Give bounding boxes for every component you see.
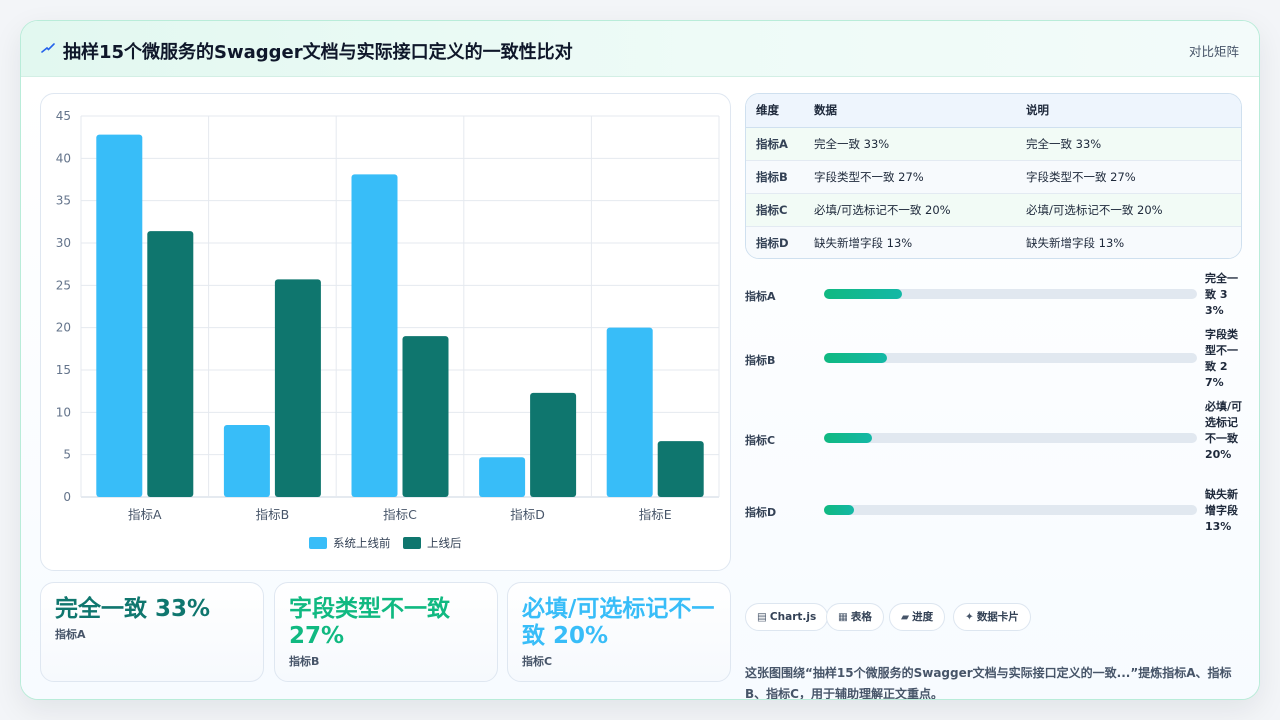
spark-icon xyxy=(41,43,55,53)
progress-label: 指标D xyxy=(745,506,777,519)
tag-label: 数据卡片 xyxy=(976,611,1019,623)
tag-label: 表格 xyxy=(850,611,872,623)
page-title: 抽样15个微服务的Swagger文档与实际接口定义的一致性比对 xyxy=(63,42,573,63)
tag-label: Chart.js xyxy=(769,611,817,623)
table-cell: 字段类型不一致 27% xyxy=(1026,160,1241,194)
tag-chip[interactable]: ▤ Chart.js xyxy=(745,603,829,631)
tag-chip[interactable]: ✦ 数据卡片 xyxy=(953,603,1031,631)
stat-value: 完全一致 33% xyxy=(55,596,211,622)
content-area: 0 5 10 15 20 25 30 35 40 45 指标A 指标B 指标C 指标D 指标E 系统上线前 上线… xyxy=(21,77,1259,700)
tag-label: 进度 xyxy=(912,611,934,623)
y-tick-label: 45 xyxy=(56,109,71,123)
bar-before-0[interactable] xyxy=(96,134,143,498)
table-header-row: 维度 数据 说明 xyxy=(746,94,1241,128)
bar-after-1[interactable] xyxy=(274,279,321,497)
stat-value: 必填/可选标记不一致 20% xyxy=(522,596,715,649)
progress-fill xyxy=(824,289,903,299)
table-cell: 指标C xyxy=(746,193,814,227)
x-tick-label: 指标D xyxy=(510,507,545,522)
bar-before-3[interactable] xyxy=(479,457,526,497)
comparison-table: 维度 数据 说明 指标A 完全一致 33% 完全一致 33% 指标B 字段类型不… xyxy=(746,94,1241,258)
y-tick-label: 25 xyxy=(56,278,71,292)
progress-track xyxy=(824,505,1197,515)
y-tick-label: 10 xyxy=(56,405,71,419)
y-tick-label: 30 xyxy=(56,236,71,250)
bar-chart-card: 0 5 10 15 20 25 30 35 40 45 指标A 指标B 指标C 指标D 指标E 系统上线前 上线… xyxy=(40,93,731,571)
comparison-table-card: 维度 数据 说明 指标A 完全一致 33% 完全一致 33% 指标B 字段类型不… xyxy=(745,93,1242,259)
stat-value: 字段类型不一致 27% xyxy=(289,596,450,649)
progress-label: 指标B xyxy=(745,354,776,367)
column-header-data: 数据 xyxy=(814,94,1026,128)
table-cell: 缺失新增字段 13% xyxy=(1026,226,1241,258)
table-cell: 完全一致 33% xyxy=(814,127,1026,161)
tag-icon: ▰ xyxy=(901,611,910,623)
main-frame: 抽样15个微服务的Swagger文档与实际接口定义的一致性比对 对比矩阵 0 5 1… xyxy=(20,20,1260,700)
bar-after-0[interactable] xyxy=(147,231,194,497)
table-row: 指标A 完全一致 33% 完全一致 33% xyxy=(746,127,1241,161)
progress-value: 缺失新增字段 13% xyxy=(1205,488,1238,533)
table-row: 指标B 字段类型不一致 27% 字段类型不一致 27% xyxy=(746,160,1241,194)
progress-value: 完全一致 33% xyxy=(1205,272,1238,317)
tag-chip[interactable]: ▰ 进度 xyxy=(889,603,946,631)
tag-icon: ▤ xyxy=(757,611,767,623)
table-row: 指标D 缺失新增字段 13% 缺失新增字段 13% xyxy=(746,226,1241,258)
stat-label: 指标A xyxy=(55,628,86,641)
legend-label: 上线后 xyxy=(427,536,462,550)
progress-track xyxy=(824,353,1197,363)
progress-fill xyxy=(824,353,888,363)
table-cell: 必填/可选标记不一致 20% xyxy=(1026,193,1241,227)
x-tick-label: 指标E xyxy=(639,507,672,522)
bar-chart: 0 5 10 15 20 25 30 35 40 45 指标A 指标B 指标C 指标D 指标E 系统上线前 上线… xyxy=(56,109,720,550)
column-header-note: 说明 xyxy=(1026,94,1241,128)
progress-value: 必填/可选标记不一致 20% xyxy=(1205,400,1243,461)
table-cell: 指标D xyxy=(746,226,814,258)
header: 抽样15个微服务的Swagger文档与实际接口定义的一致性比对 对比矩阵 xyxy=(21,21,1259,77)
y-tick-label: 0 xyxy=(63,490,71,504)
stat-card: 完全一致 33% 指标A xyxy=(40,582,264,682)
stat-card: 必填/可选标记不一致 20% 指标C xyxy=(507,582,731,682)
y-tick-label: 15 xyxy=(56,363,71,377)
progress-fill xyxy=(824,433,873,443)
bar-before-1[interactable] xyxy=(223,425,270,497)
progress-label: 指标C xyxy=(745,434,776,447)
tag-icon: ▦ xyxy=(838,611,848,623)
bar-before-4[interactable] xyxy=(606,327,653,497)
column-header-dimension: 维度 xyxy=(746,94,814,128)
y-tick-label: 20 xyxy=(56,321,71,335)
bar-before-2[interactable] xyxy=(351,174,398,498)
table-cell: 字段类型不一致 27% xyxy=(814,160,1026,194)
legend-swatch xyxy=(403,537,421,549)
y-tick-label: 40 xyxy=(56,151,71,165)
y-tick-label: 5 xyxy=(63,448,71,462)
table-cell: 完全一致 33% xyxy=(1026,127,1241,161)
table-cell: 指标A xyxy=(746,127,814,161)
progress-label: 指标A xyxy=(745,290,776,303)
progress-track xyxy=(824,433,1197,443)
x-tick-label: 指标C xyxy=(383,507,417,522)
y-tick-label: 35 xyxy=(56,194,71,208)
stat-label: 指标B xyxy=(289,655,320,668)
x-tick-label: 指标A xyxy=(128,507,162,522)
bar-after-2[interactable] xyxy=(402,336,449,497)
x-tick-label: 指标B xyxy=(256,507,290,522)
table-cell: 必填/可选标记不一致 20% xyxy=(814,193,1026,227)
tag-chip[interactable]: ▦ 表格 xyxy=(826,603,884,631)
tag-icon: ✦ xyxy=(965,611,974,623)
stat-label: 指标C xyxy=(522,655,553,668)
progress-fill xyxy=(824,505,854,515)
stat-card: 字段类型不一致 27% 指标B xyxy=(274,582,498,682)
bar-after-3[interactable] xyxy=(530,392,577,497)
summary-text: 这张图围绕“抽样15个微服务的Swagger文档与实际接口定义的一致...”提炼… xyxy=(745,666,1232,700)
table-row: 指标C 必填/可选标记不一致 20% 必填/可选标记不一致 20% xyxy=(746,193,1241,227)
progress-track xyxy=(824,289,1197,299)
legend-swatch xyxy=(309,537,327,549)
progress-value: 字段类型不一致 27% xyxy=(1205,328,1238,389)
table-cell: 指标B xyxy=(746,160,814,194)
legend-label: 系统上线前 xyxy=(333,536,391,550)
view-badge: 对比矩阵 xyxy=(1188,44,1239,59)
bar-after-4[interactable] xyxy=(657,441,704,497)
table-cell: 缺失新增字段 13% xyxy=(814,226,1026,258)
